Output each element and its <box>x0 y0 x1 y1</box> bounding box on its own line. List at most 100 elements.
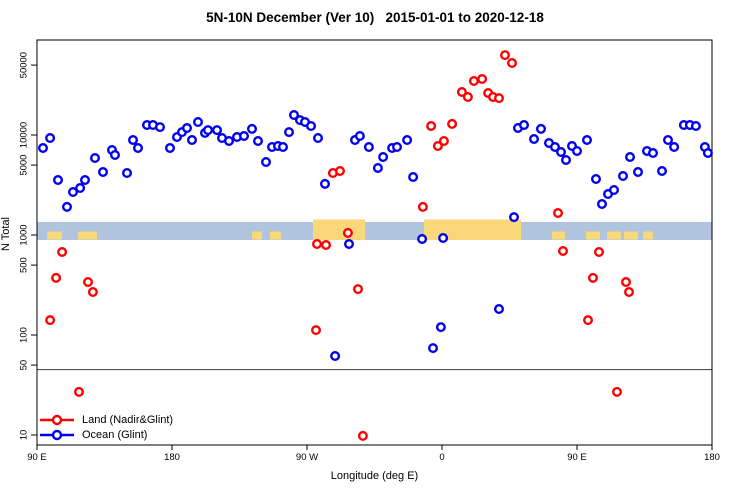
data-point-ocean <box>550 141 561 152</box>
y-tick-label: 5000 <box>19 155 30 176</box>
legend-item-ocean: Ocean (Glint) <box>38 427 173 442</box>
data-point-land <box>73 386 84 397</box>
data-point-land <box>588 272 599 283</box>
x-tick-label: 90 W <box>296 452 318 463</box>
legend-label-ocean: Ocean (Glint) <box>82 428 148 441</box>
data-point-ocean <box>132 142 143 153</box>
data-point-ocean <box>313 132 324 143</box>
data-point-ocean <box>223 135 234 146</box>
data-point-ocean <box>556 146 567 157</box>
data-point-ocean <box>633 166 644 177</box>
data-point-land <box>417 201 428 212</box>
data-point-ocean <box>284 127 295 138</box>
data-point-ocean <box>38 142 49 153</box>
y-tick-label: 50 <box>19 360 30 371</box>
data-point-ocean <box>378 151 389 162</box>
data-point-land <box>311 325 322 336</box>
y-tick-label: 500 <box>19 257 30 273</box>
x-tick-label: 90 E <box>27 452 47 463</box>
land-mask-segment <box>623 231 639 240</box>
data-point-land <box>594 246 605 257</box>
data-point-ocean <box>435 322 446 333</box>
land-mask-segment <box>551 231 565 240</box>
x-tick-label: 180 <box>704 452 720 463</box>
data-point-ocean <box>246 123 257 134</box>
data-point-ocean <box>211 125 222 136</box>
data-point-ocean <box>428 343 439 354</box>
data-point-land <box>342 227 353 238</box>
data-point-ocean <box>702 147 713 158</box>
data-point-land <box>583 315 594 326</box>
land-mask-segment <box>607 231 621 240</box>
data-point-ocean <box>690 120 701 131</box>
plot-border <box>36 39 713 446</box>
land-mask-segment <box>643 231 654 240</box>
data-point-land <box>426 120 437 131</box>
data-point-ocean <box>354 130 365 141</box>
data-point-ocean <box>192 116 203 127</box>
x-axis-label: Longitude (deg E) <box>330 470 419 482</box>
data-point-land <box>357 430 368 441</box>
data-point-land <box>553 207 564 218</box>
data-point-ocean <box>669 141 680 152</box>
data-point-land <box>87 287 98 298</box>
y-tick-label: 10000 <box>19 122 30 148</box>
data-point-ocean <box>618 170 629 181</box>
data-point-ocean <box>45 132 56 143</box>
data-point-land <box>45 315 56 326</box>
y-tick-label: 50000 <box>19 52 30 78</box>
data-point-ocean <box>97 166 108 177</box>
data-point-ocean <box>494 304 505 315</box>
data-point-land <box>494 93 505 104</box>
x-tick-label: 90 E <box>567 452 587 463</box>
data-point-ocean <box>121 167 132 178</box>
data-point-ocean <box>582 134 593 145</box>
land-mask-segment <box>77 231 97 240</box>
data-point-ocean <box>261 156 272 167</box>
data-point-land <box>500 50 511 61</box>
data-point-ocean <box>252 135 263 146</box>
data-point-ocean <box>648 147 659 158</box>
data-point-land <box>51 272 62 283</box>
x-tick-label: 0 <box>439 452 444 463</box>
data-point-ocean <box>519 119 530 130</box>
data-point-ocean <box>509 212 520 223</box>
land-mask-segment <box>313 219 366 241</box>
data-point-ocean <box>67 186 78 197</box>
data-point-ocean <box>53 174 64 185</box>
data-point-ocean <box>536 123 547 134</box>
data-point-ocean <box>238 130 249 141</box>
data-point-ocean <box>363 141 374 152</box>
y-tick-label: 100 <box>19 327 30 343</box>
data-point-ocean <box>597 198 608 209</box>
data-point-land <box>335 165 346 176</box>
data-point-ocean <box>154 122 165 133</box>
data-point-ocean <box>344 238 355 249</box>
data-point-land <box>462 91 473 102</box>
data-point-ocean <box>330 351 341 362</box>
land-mask-segment <box>424 219 522 241</box>
y-tick-label: 10 <box>19 430 30 441</box>
data-point-ocean <box>438 232 449 243</box>
data-point-ocean <box>289 109 300 120</box>
data-point-land <box>432 140 443 151</box>
land-mask-segment <box>586 231 600 240</box>
data-point-land <box>612 386 623 397</box>
data-point-ocean <box>109 149 120 160</box>
data-point-ocean <box>392 141 403 152</box>
data-point-land <box>477 73 488 84</box>
data-point-land <box>438 135 449 146</box>
data-point-ocean <box>657 165 668 176</box>
data-point-ocean <box>306 120 317 131</box>
data-point-land <box>558 245 569 256</box>
data-point-ocean <box>62 201 73 212</box>
data-point-ocean <box>320 178 331 189</box>
data-point-ocean <box>372 162 383 173</box>
data-point-ocean <box>278 141 289 152</box>
chart-title: 5N-10N December (Ver 10) 2015-01-01 to 2… <box>206 10 544 25</box>
data-point-land <box>353 284 364 295</box>
data-point-ocean <box>417 233 428 244</box>
data-point-ocean <box>202 125 213 136</box>
land-mask-segment <box>251 231 262 240</box>
